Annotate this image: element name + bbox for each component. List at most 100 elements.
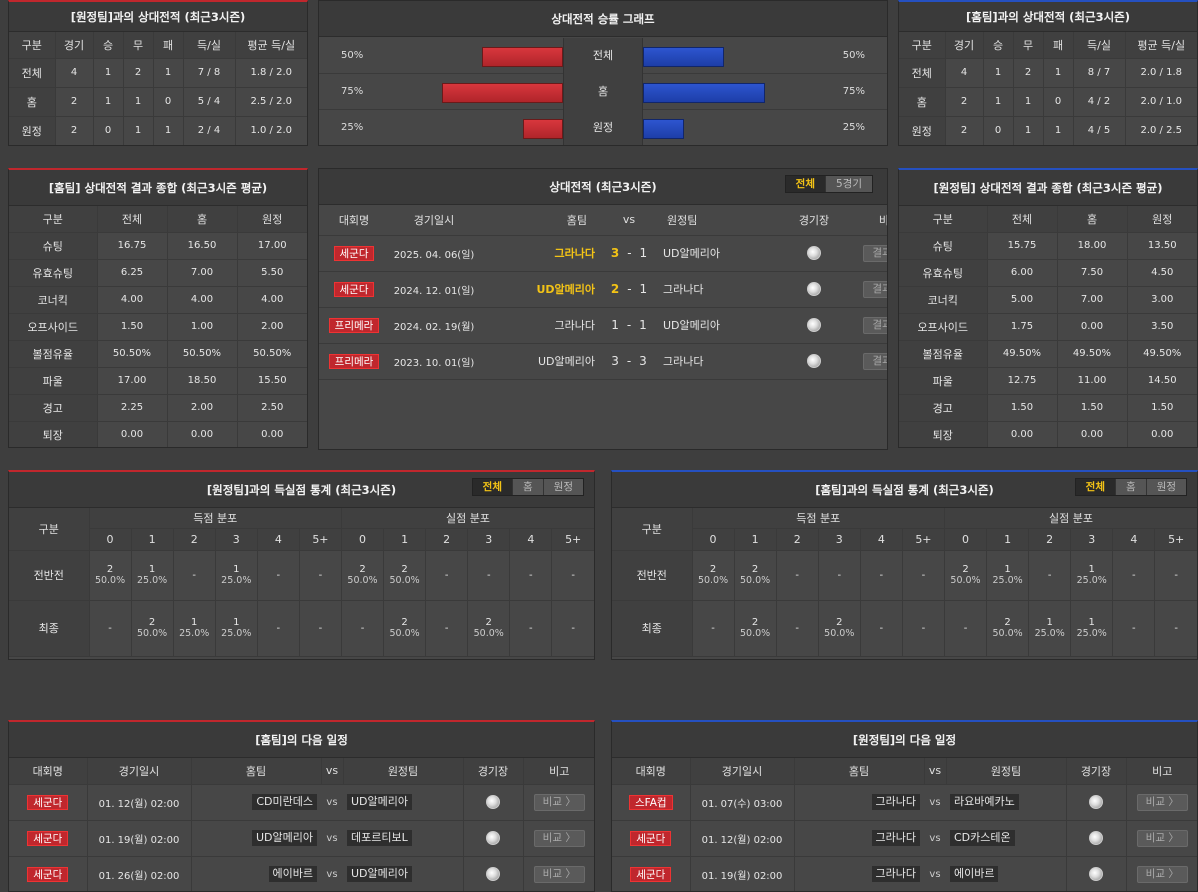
toggle-all[interactable]: 전체 [472, 479, 513, 495]
graph-row-label: 전체 [563, 38, 643, 74]
league-badge[interactable]: 세군다 [27, 866, 69, 882]
col-header-date: 경기일시 [389, 205, 479, 236]
dist-cell: - [860, 600, 903, 657]
toggle-all[interactable]: 전체 [1075, 479, 1116, 495]
col-header-away: 원정팀 [946, 758, 1067, 785]
league-badge[interactable]: 세군다 [333, 281, 375, 297]
league-cell: 프리메라 [319, 307, 389, 344]
dist-cell: 2 50.0% [341, 550, 385, 601]
count: 1 [1088, 564, 1095, 575]
league-badge[interactable]: 프리메라 [328, 317, 380, 333]
away-cell: UD알메리아 [343, 784, 464, 821]
dist-cell: - [1112, 550, 1156, 601]
title-text: 상대전적 (최근3시즌) [549, 180, 657, 194]
bucket-header: 5+ [1154, 528, 1197, 551]
col-header: 구분 [899, 32, 946, 59]
note-cell: 비교 〉 [1126, 784, 1197, 821]
panel-title: 상대전적 (최근3시즌) 전체 5경기 [319, 169, 887, 205]
cell: 7 / 8 [183, 58, 236, 88]
compare-button[interactable]: 비교 〉 [533, 865, 585, 883]
compare-button[interactable]: 비교 〉 [1136, 829, 1188, 847]
panel-title: [원정팀]과의 상대전적 (최근3시즌) [9, 2, 307, 32]
cell: 3.00 [1127, 286, 1197, 314]
league-badge[interactable]: 세군다 [27, 830, 69, 846]
row-label: 원정 [899, 116, 946, 145]
col-header: 득/실 [183, 32, 236, 59]
stadium-icon [1089, 831, 1103, 845]
league-cell: 세군다 [612, 820, 691, 857]
toggle-home[interactable]: 홈 [513, 479, 544, 495]
result-button[interactable]: 결과 〉 [863, 316, 887, 334]
table-row: 유효슈팅 6.00 7.50 4.50 [899, 259, 1197, 287]
count: 2 [401, 617, 408, 628]
cell: 0 [153, 87, 184, 117]
bucket-header: 1 [383, 528, 427, 551]
cell: 0 [93, 116, 124, 145]
row-label: 전체 [9, 58, 56, 88]
toggle-away[interactable]: 원정 [1146, 479, 1186, 495]
result-button[interactable]: 결과 〉 [863, 244, 887, 262]
cell: 1 [123, 87, 154, 117]
dist-cell: 1 25.0% [131, 550, 174, 601]
result-button[interactable]: 결과 〉 [863, 352, 887, 370]
stadium-icon [486, 831, 500, 845]
schedule-table: 대회명 경기일시 홈팀 vs 원정팀 경기장 비고 스FA컵 01. 07(수) 03:00 그라… [612, 758, 1197, 891]
compare-button[interactable]: 비교 〉 [533, 793, 585, 811]
cell: 16.75 [97, 232, 168, 260]
percent: 25.0% [1076, 628, 1107, 639]
table-row: 슈팅 15.75 18.00 13.50 [899, 232, 1197, 260]
row-label: 전체 [899, 58, 946, 88]
league-badge[interactable]: 스FA컵 [628, 794, 673, 810]
compare-button[interactable]: 비교 〉 [1136, 865, 1188, 883]
toggle-away[interactable]: 원정 [543, 479, 583, 495]
home-team: UD알메리아 [479, 271, 599, 308]
dist-cell: - [173, 550, 216, 601]
dist-cell: 2 50.0% [734, 600, 777, 657]
count: - [444, 569, 449, 581]
toggle-5games[interactable]: 5경기 [825, 176, 872, 192]
compare-button[interactable]: 비교 〉 [533, 829, 585, 847]
count: - [444, 622, 449, 634]
dist-cell: - [257, 600, 300, 657]
cell: 0.00 [167, 421, 238, 447]
bucket-header: 3 [467, 528, 511, 551]
venue-toggle: 전체 홈 원정 [471, 478, 584, 496]
count: 2 [401, 564, 408, 575]
home-next-schedule-panel: [홈팀]의 다음 일정 대회명 경기일시 홈팀 vs 원정팀 경기장 비고 세군다 01. 12… [8, 720, 595, 892]
league-badge[interactable]: 세군다 [333, 245, 375, 261]
dist-cell: 1 25.0% [215, 550, 258, 601]
col-header: 승 [93, 32, 124, 59]
title-text: [홈팀]과의 득실점 통계 (최근3시즌) [815, 483, 994, 497]
count: 1 [148, 564, 156, 575]
stadium-icon [807, 246, 821, 260]
league-badge[interactable]: 세군다 [630, 830, 672, 846]
home-pct: 75% [341, 86, 364, 97]
compare-button[interactable]: 비교 〉 [1136, 793, 1188, 811]
cell: 50.50% [97, 340, 168, 368]
away-pct: 50% [842, 50, 865, 61]
toggle-home[interactable]: 홈 [1116, 479, 1147, 495]
dist-cell: 2 50.0% [818, 600, 861, 657]
league-badge[interactable]: 세군다 [27, 794, 69, 810]
table-row: 원정 2 0 1 1 4 / 5 2.0 / 2.5 [899, 116, 1197, 145]
scored-header: 득점 분포 [692, 508, 945, 529]
cell: 4 [945, 58, 984, 88]
home-cell: 그라나다 [794, 856, 924, 891]
away-pct: 25% [842, 122, 865, 133]
col-header: 전체 [987, 206, 1058, 233]
percent: 25.0% [1034, 628, 1065, 639]
league-cell: 프리메라 [319, 343, 389, 380]
league-badge[interactable]: 프리메라 [328, 353, 380, 369]
vs-label: vs [321, 784, 343, 821]
cell: 0 [1043, 87, 1074, 117]
league-badge[interactable]: 세군다 [630, 866, 672, 882]
count: 2 [751, 617, 759, 628]
toggle-all[interactable]: 전체 [785, 176, 826, 192]
count: - [108, 622, 112, 634]
result-button[interactable]: 결과 〉 [863, 280, 887, 298]
score-cell: 3-3 [599, 343, 659, 380]
col-header-date: 경기일시 [690, 758, 795, 785]
percent: 50.0% [950, 575, 981, 586]
home-win-bar [482, 47, 563, 67]
